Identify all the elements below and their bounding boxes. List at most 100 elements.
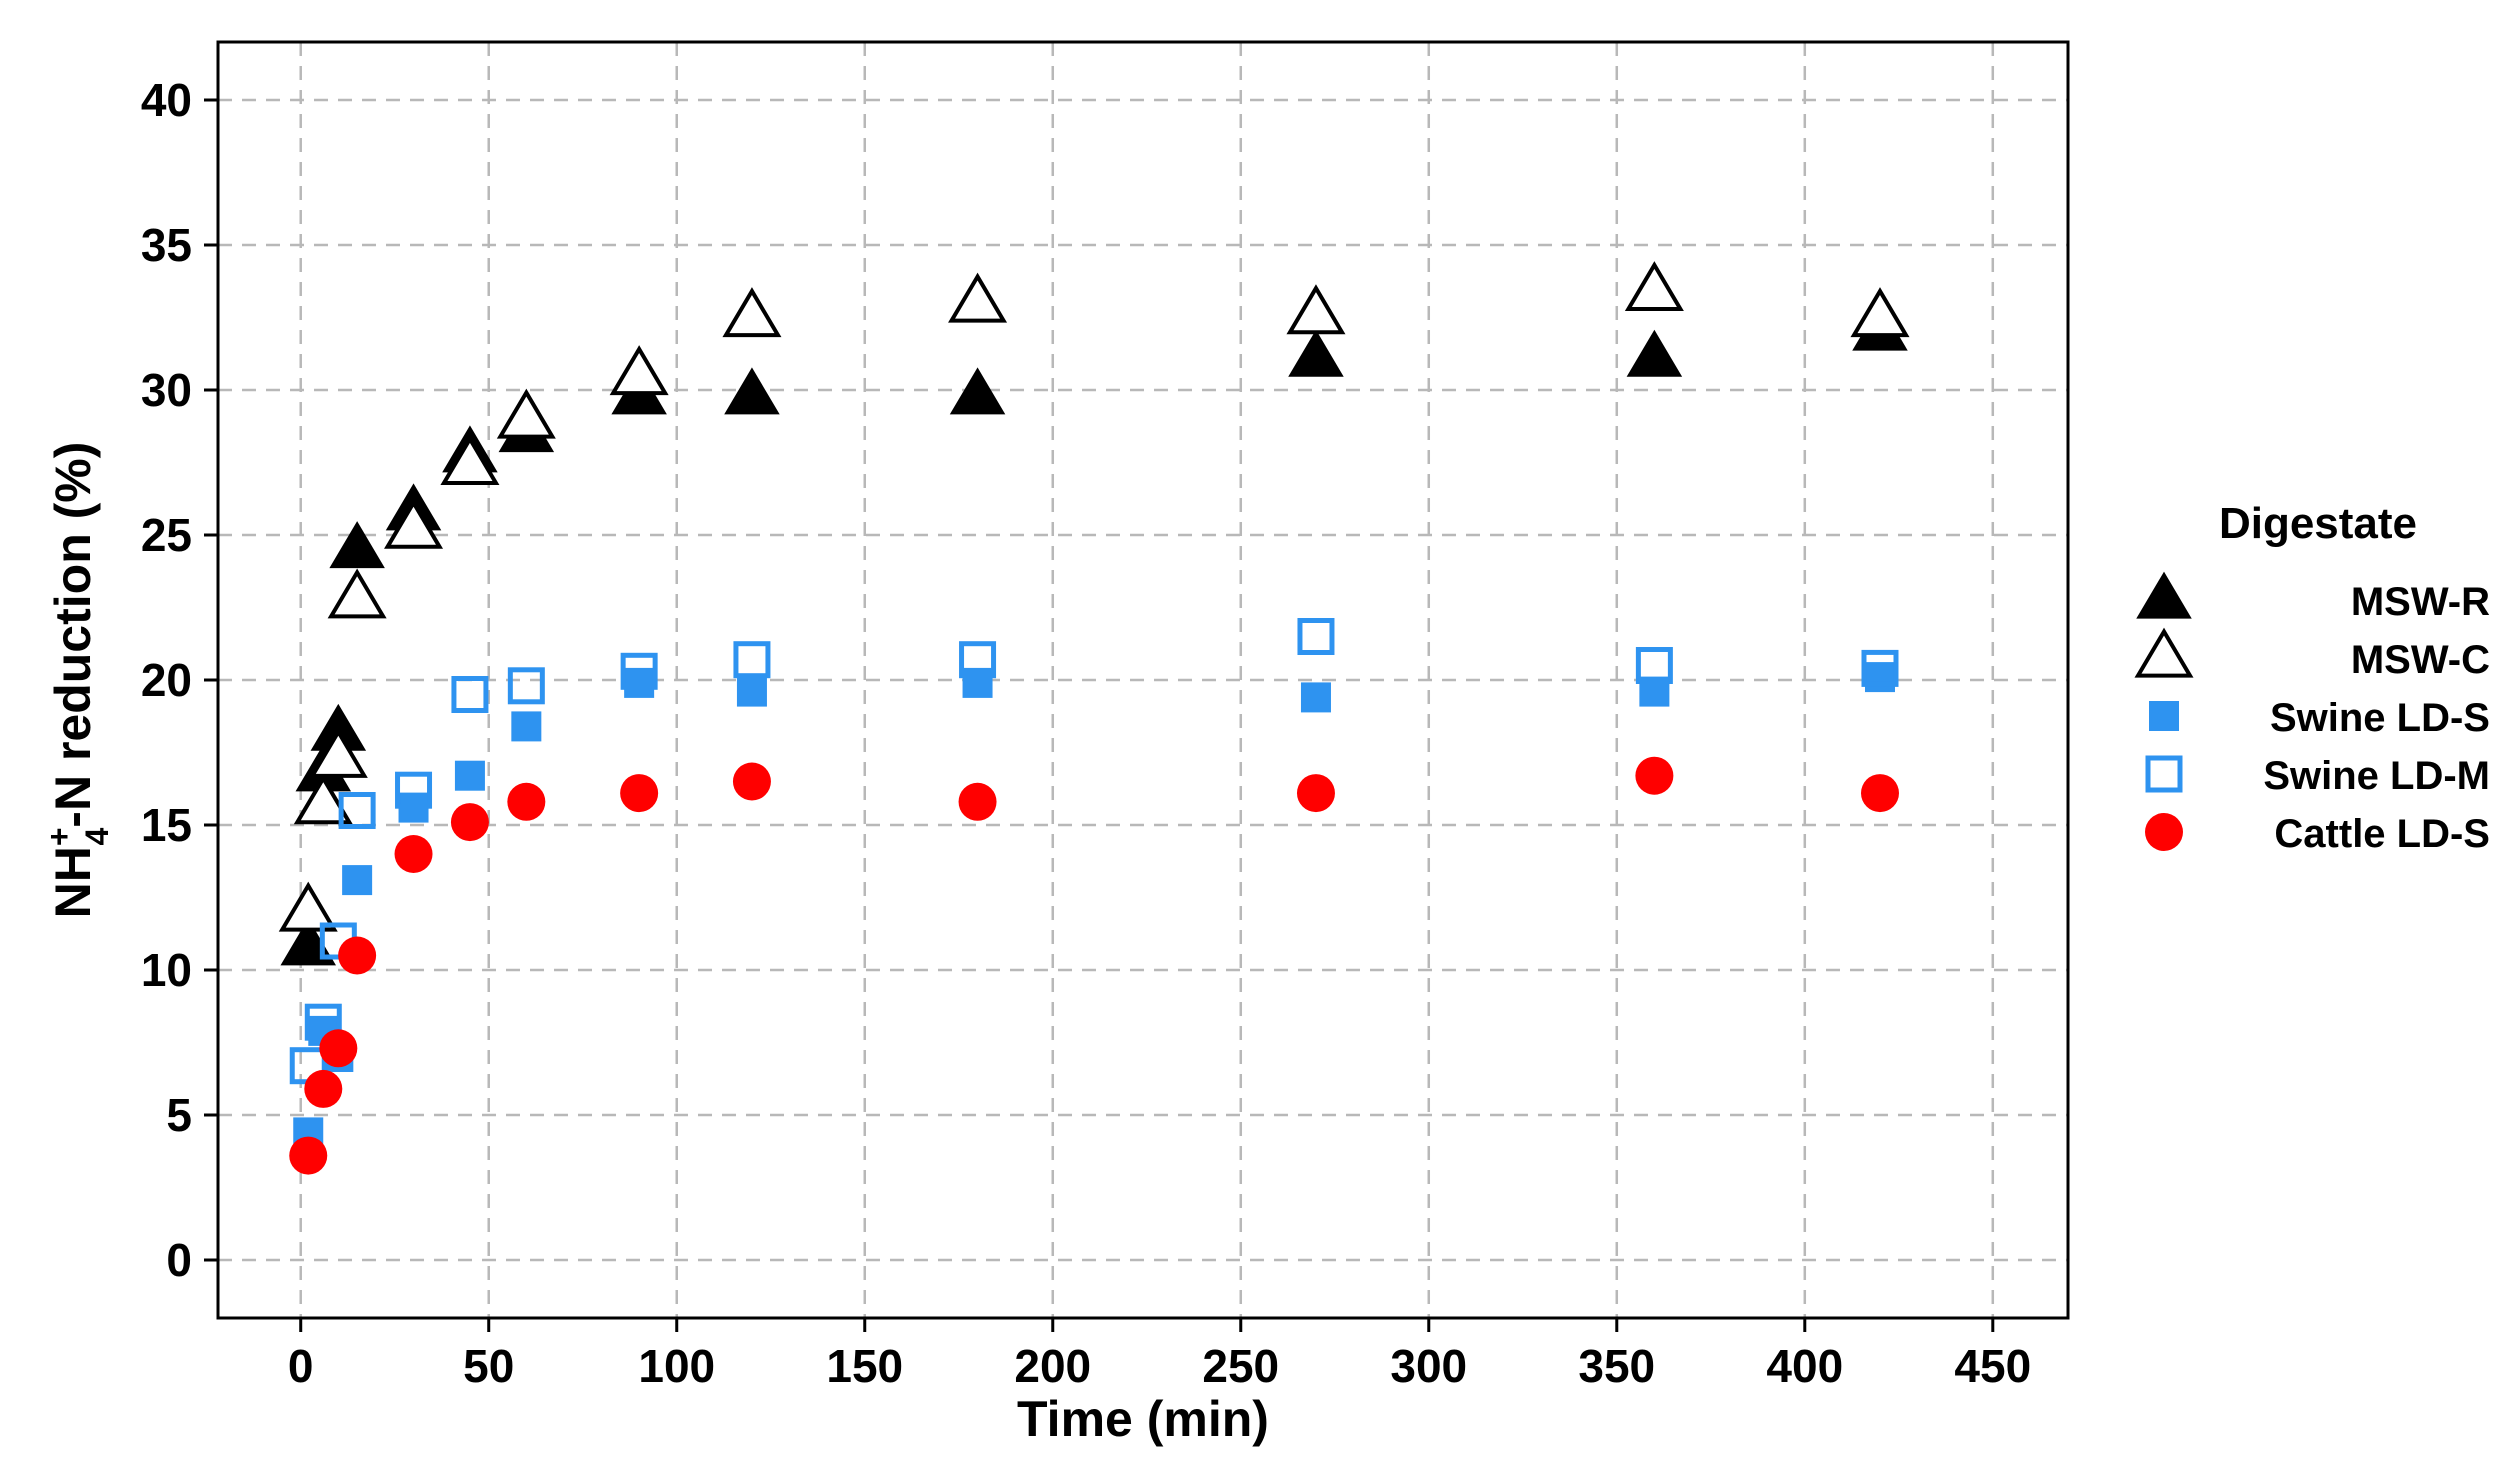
series-cattle-ld-s [289, 756, 1899, 1175]
data-point [1297, 618, 1335, 655]
legend-key [2149, 701, 2179, 731]
data-point [733, 641, 771, 679]
data-point [1635, 647, 1673, 684]
y-axis-title-superscript: + [41, 827, 77, 846]
y-tick-label: 0 [166, 1234, 192, 1286]
data-point [394, 835, 433, 873]
legend-item: MSW-C [2134, 627, 2490, 682]
x-tick-label: 200 [1014, 1340, 1091, 1392]
x-tick-label: 300 [1390, 1340, 1467, 1392]
x-tick-label: 450 [1954, 1340, 2031, 1392]
data-point [293, 774, 353, 825]
data-point [511, 711, 542, 742]
data-point [1635, 756, 1674, 795]
data-point [609, 345, 669, 396]
y-tick-label: 30 [141, 364, 192, 416]
data-point [329, 521, 385, 569]
legend-key [2136, 571, 2192, 619]
legend-items: MSW-R MSW-C Swine LD-S Swine LD-M Cattle LD-… [2134, 571, 2490, 856]
legend-label: MSW-C [2351, 638, 2490, 682]
x-tick-label: 100 [638, 1340, 715, 1392]
data-point [384, 498, 444, 549]
legend-item: Cattle LD-S [2145, 812, 2490, 856]
data-point [962, 667, 993, 698]
data-point [308, 727, 368, 778]
y-axis-title-subscript: 4 [79, 827, 115, 845]
data-points [278, 261, 1910, 1175]
x-tick-label: 400 [1766, 1340, 1843, 1392]
data-point [949, 367, 1006, 415]
legend-key [2145, 813, 2183, 851]
y-tick-label: 15 [141, 799, 192, 851]
y-tick-label: 5 [166, 1089, 192, 1141]
data-point [451, 676, 489, 713]
y-tick-label: 10 [141, 944, 192, 996]
legend-item: Swine LD-S [2149, 696, 2490, 740]
data-point [507, 667, 545, 705]
data-point [319, 1029, 358, 1068]
data-point [1300, 682, 1331, 713]
data-point [289, 1136, 328, 1175]
data-point [1624, 261, 1684, 311]
axis-ticks: 0 50 100 150 200 250 300 350 400 450 0 5 10 15 20 25 30 3… [141, 74, 2031, 1392]
data-point [1850, 287, 1910, 338]
data-point [1296, 774, 1335, 813]
legend: Digestate MSW-R MSW-C Swine LD-S Swine LD-M… [2134, 499, 2490, 856]
data-point [395, 771, 433, 809]
x-tick-label: 150 [826, 1340, 903, 1392]
series-msw-c [278, 261, 1910, 932]
data-point [1286, 284, 1346, 335]
grid-lines [218, 42, 2068, 1318]
legend-key [2145, 755, 2183, 793]
data-point [959, 641, 997, 679]
legend-item: Swine LD-M [2145, 754, 2490, 798]
data-point [624, 667, 655, 698]
data-point [450, 803, 489, 842]
legend-label: Swine LD-M [2263, 754, 2490, 798]
data-point [732, 762, 771, 801]
data-point [454, 760, 485, 791]
x-axis-title: Time (min) [1017, 1391, 1269, 1447]
data-point [496, 388, 556, 439]
y-tick-label: 40 [141, 74, 192, 126]
data-point [304, 1069, 343, 1108]
data-point [1861, 649, 1899, 687]
data-point [338, 936, 377, 975]
legend-label: Cattle LD-S [2274, 812, 2490, 856]
y-tick-label: 35 [141, 219, 192, 271]
x-tick-label: 250 [1202, 1340, 1279, 1392]
data-point [278, 881, 338, 932]
data-point [440, 435, 500, 485]
data-point [724, 367, 780, 415]
legend-label: Swine LD-S [2270, 696, 2490, 740]
x-tick-label: 50 [463, 1340, 514, 1392]
data-point [736, 676, 767, 707]
legend-title: Digestate [2219, 499, 2417, 548]
y-axis-title: NH+4-N reduction (%) [41, 442, 115, 919]
x-tick-label: 350 [1578, 1340, 1655, 1392]
x-tick-label: 0 [288, 1340, 314, 1392]
legend-item: MSW-R [2136, 571, 2490, 624]
data-point [1626, 329, 1683, 377]
data-point [948, 272, 1008, 323]
data-point [338, 792, 376, 829]
legend-label: MSW-R [2351, 580, 2490, 624]
data-point [722, 287, 782, 338]
data-point [1864, 662, 1895, 693]
data-point [1288, 329, 1344, 377]
series-swine-ld-m [289, 618, 1899, 1085]
data-point [1860, 774, 1899, 813]
legend-key [2134, 627, 2194, 678]
data-point [620, 652, 658, 690]
data-point [327, 568, 387, 619]
y-tick-label: 20 [141, 654, 192, 706]
y-axis-title-base: NH [45, 846, 101, 918]
y-tick-label: 25 [141, 509, 192, 561]
data-point [958, 782, 997, 821]
data-point [342, 865, 373, 896]
data-point [620, 774, 659, 813]
data-point [507, 782, 546, 821]
